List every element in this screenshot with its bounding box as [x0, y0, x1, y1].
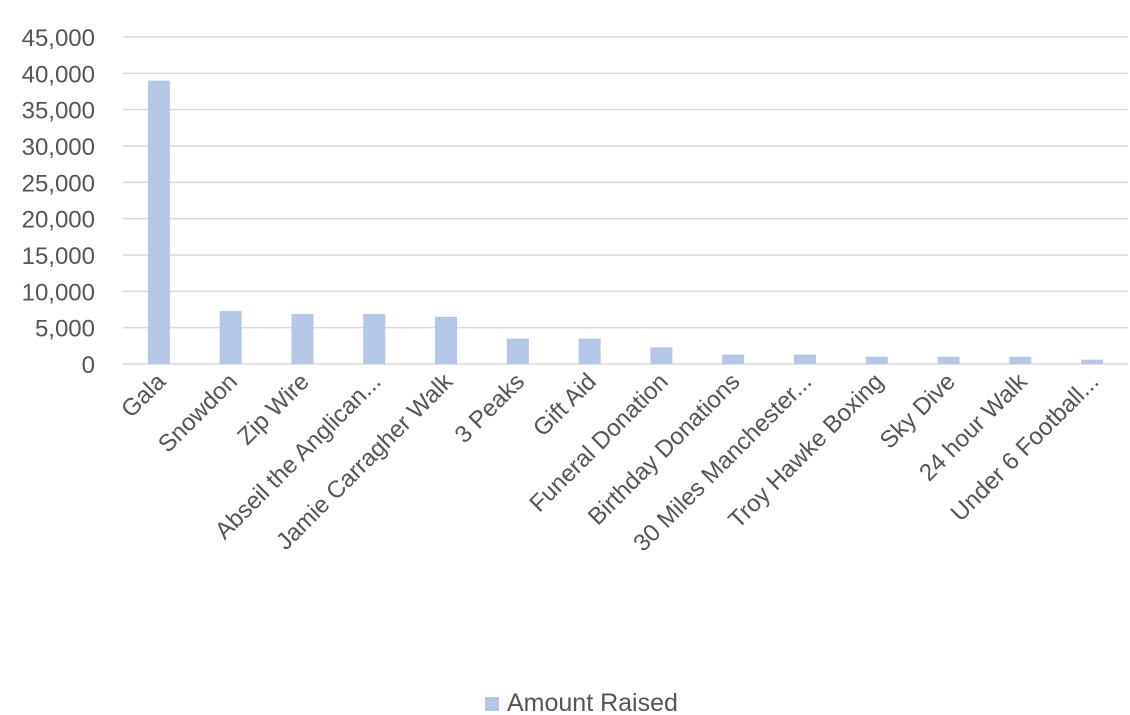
- y-tick-label: 45,000: [22, 25, 95, 52]
- bar: [650, 347, 673, 364]
- y-tick-label: 20,000: [22, 207, 95, 234]
- bar: [219, 310, 242, 364]
- bar: [578, 338, 601, 364]
- y-axis: 0 5,000 10,000 15,000 20,000 25,000 30,000 35,0…: [22, 25, 95, 379]
- x-tick-label: Snowdon: [153, 368, 243, 458]
- y-tick-label: 0: [82, 352, 95, 379]
- bar: [291, 313, 314, 364]
- bar: [147, 80, 170, 364]
- y-tick-label: 30,000: [22, 134, 95, 161]
- y-tick-label: 40,000: [22, 61, 95, 88]
- legend: Amount Raised: [485, 689, 678, 715]
- bar: [435, 316, 458, 364]
- y-tick-label: 35,000: [22, 98, 95, 125]
- x-tick-label: 3 Peaks: [450, 368, 530, 448]
- bar: [865, 356, 888, 364]
- legend-label: Amount Raised: [507, 689, 678, 715]
- bar: [1081, 359, 1104, 364]
- legend-swatch: [485, 697, 499, 711]
- bar: [793, 354, 816, 364]
- bar: [1009, 356, 1032, 364]
- bar: [363, 313, 386, 364]
- x-tick-label: Gala: [116, 368, 171, 423]
- y-tick-label: 10,000: [22, 279, 95, 306]
- y-tick-label: 5,000: [35, 316, 95, 343]
- gridlines: [123, 36, 1128, 365]
- bar: [506, 338, 529, 364]
- bar: [937, 356, 960, 364]
- y-tick-label: 15,000: [22, 243, 95, 270]
- bar: [722, 354, 745, 364]
- bars: [147, 80, 1104, 364]
- y-tick-label: 25,000: [22, 170, 95, 197]
